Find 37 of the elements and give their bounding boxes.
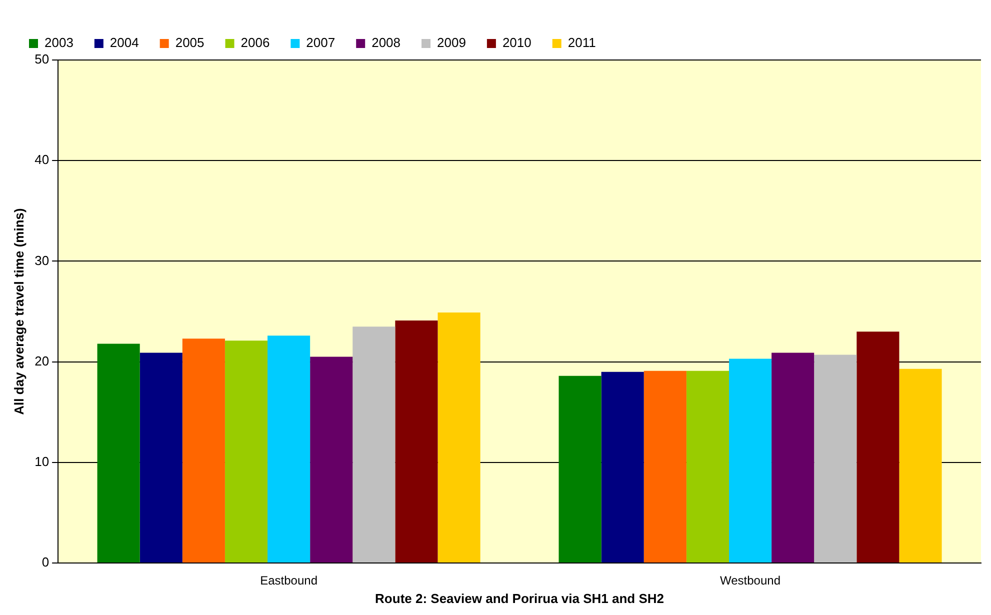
bar — [686, 370, 729, 562]
bar — [728, 358, 772, 562]
x-axis-title: Route 2: Seaview and Porirua via SH1 and SH2 — [375, 590, 664, 606]
y-tick-label: 0 — [42, 554, 50, 570]
legend-label: 2008 — [372, 35, 401, 50]
bar — [601, 372, 644, 562]
legend-label: 2003 — [44, 35, 74, 50]
bar — [856, 332, 900, 562]
legend-label: 2011 — [568, 35, 596, 50]
bar — [899, 368, 942, 562]
y-tick-label: 20 — [34, 353, 50, 368]
bar — [268, 336, 310, 562]
y-tick-label: 10 — [34, 454, 50, 469]
legend-label: 2007 — [306, 35, 336, 50]
bar — [644, 370, 686, 562]
legend-label: 2004 — [110, 35, 139, 50]
bar — [558, 376, 602, 562]
bar — [438, 312, 480, 562]
bar — [140, 352, 182, 562]
legend-label: 2009 — [437, 35, 466, 50]
bar — [772, 352, 814, 562]
legend-label: 2006 — [240, 35, 270, 50]
bar — [352, 326, 396, 562]
bar — [814, 354, 857, 562]
bar — [310, 356, 353, 562]
legend-label: 2010 — [502, 35, 532, 50]
bar — [97, 344, 140, 562]
bar — [182, 338, 225, 562]
x-tick-label: Eastbound — [260, 574, 318, 588]
legend-label: 2005 — [175, 35, 204, 50]
y-axis-title: All day average travel time (mins) — [11, 208, 26, 415]
y-tick-label: 50 — [34, 52, 50, 67]
bar — [395, 320, 438, 562]
y-tick-label: 30 — [34, 252, 50, 268]
y-tick-label: 40 — [34, 152, 50, 168]
bar — [224, 340, 268, 562]
x-tick-label: Westbound — [720, 574, 781, 588]
